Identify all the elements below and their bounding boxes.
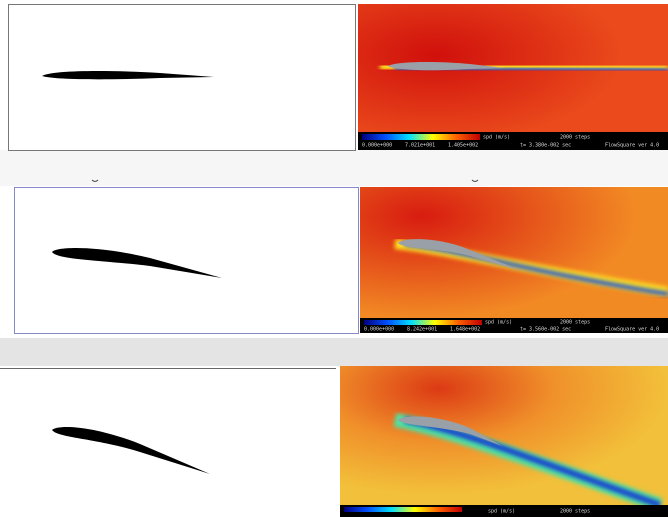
time: t= 3.380e-002 sec <box>520 143 571 149</box>
screenshot: 0.000e+000 7.021e+001 1.405e+002 spd (m/… <box>0 0 668 517</box>
steps: 2000 steps <box>560 135 590 141</box>
tick-label: 1.405e+002 <box>448 143 478 149</box>
unit: spd (m/s) <box>488 509 515 515</box>
steps: 2000 steps <box>560 320 590 326</box>
gap <box>0 150 668 186</box>
unit: spd (m/s) <box>483 135 510 141</box>
tick-label: 0.000e+000 <box>362 143 392 149</box>
airfoil-view <box>15 188 359 334</box>
gray-band <box>0 338 668 366</box>
tick-label: 0.000e+000 <box>364 327 394 333</box>
airfoil-view <box>0 368 336 517</box>
steps: 2000 steps <box>560 509 590 515</box>
flow-field <box>358 4 668 150</box>
unit: spd (m/s) <box>485 320 512 326</box>
tick-label: 7.021e+001 <box>405 143 435 149</box>
time: t= 3.560e-002 sec <box>520 327 571 333</box>
version: FlowSquare ver 4.0 <box>605 143 659 149</box>
tick-label: 8.242e+001 <box>407 327 437 333</box>
colorbar <box>362 134 480 140</box>
colorbar <box>344 507 462 512</box>
version: FlowSquare ver 4.0 <box>605 327 659 333</box>
tick-label: 1.648e+002 <box>450 327 480 333</box>
colorbar <box>364 320 482 325</box>
